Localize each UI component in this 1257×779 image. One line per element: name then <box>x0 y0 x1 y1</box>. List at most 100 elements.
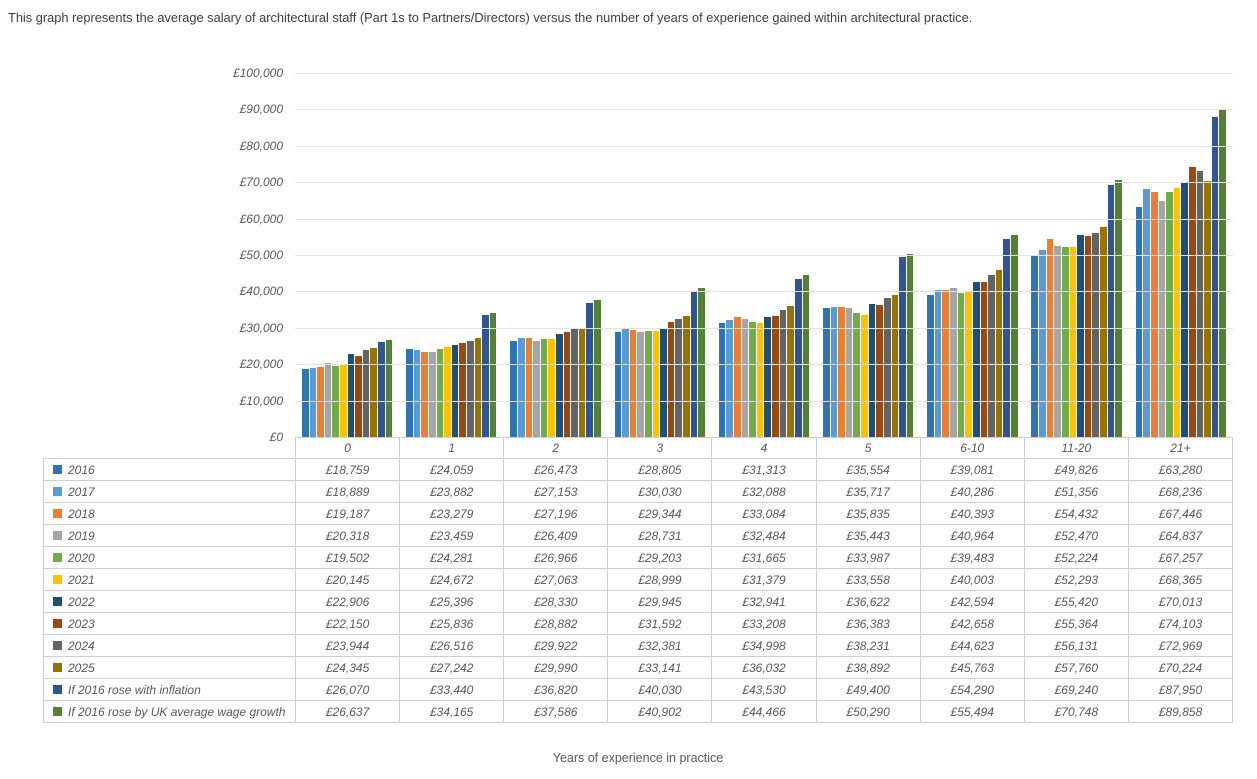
legend-label: If 2016 rose with inflation <box>68 682 201 697</box>
legend-swatch-icon <box>53 685 62 694</box>
bar-2025-11-20 <box>1099 226 1107 437</box>
value-cell-2024-5: £38,231 <box>815 634 921 657</box>
bar-2025-21 <box>1204 181 1211 437</box>
value-cell-2020-1: £24,281 <box>399 546 505 569</box>
bar-2016-5 <box>823 307 830 437</box>
bar-2019-4 <box>741 318 749 437</box>
bar-if-2016-rose-by-uk-average-wage-growth-2 <box>594 300 601 437</box>
bar-2020-4 <box>749 321 756 437</box>
legend-label: 2022 <box>68 594 95 609</box>
value-cell-if-2016-rose-by-uk-average-wage-growth-3: £40,902 <box>607 700 713 723</box>
value-cell-2023-3: £31,592 <box>607 612 713 635</box>
value-cell-if-2016-rose-with-inflation-4: £43,530 <box>711 678 817 701</box>
value-cell-2025-11-20: £57,760 <box>1023 656 1129 679</box>
bar-2020-0 <box>332 366 339 437</box>
value-cell-2024-2: £29,922 <box>503 634 609 657</box>
x-axis-title: Years of experience in practice <box>552 751 724 765</box>
value-cell-2025-4: £36,032 <box>711 656 817 679</box>
value-cell-2017-2: £27,153 <box>503 480 609 503</box>
legend-cell-2022: 2022 <box>43 590 296 613</box>
value-cell-2023-2: £28,882 <box>503 612 609 635</box>
value-cell-2024-3: £32,381 <box>607 634 713 657</box>
data-table-body: 0 1 2 3 4 5 6-10 11-20 21+ 2016 £18,759 £24,059 £26,… <box>43 437 1234 723</box>
legend-cell-2021: 2021 <box>43 568 296 591</box>
category-header-11-20: 11-20 <box>1023 437 1129 459</box>
value-cell-2019-6-10: £40,964 <box>919 524 1025 547</box>
bar-2019-11-20 <box>1054 246 1061 437</box>
value-cell-2023-5: £36,383 <box>815 612 921 635</box>
value-cell-2023-0: £22,150 <box>294 612 401 635</box>
value-cell-2022-2: £28,330 <box>503 590 609 613</box>
bar-if-2016-rose-with-inflation-21 <box>1211 116 1219 437</box>
value-cell-2016-3: £28,805 <box>607 458 713 481</box>
bar-2018-5 <box>838 306 845 437</box>
bar-2019-1 <box>429 351 436 437</box>
table-row-2019: 2019 £20,318 £23,459 £26,409 £28,731 £32,484 £… <box>43 524 1234 547</box>
bar-2017-6-10 <box>934 290 942 437</box>
legend-swatch-icon <box>53 465 62 474</box>
value-cell-2017-0: £18,889 <box>294 480 401 503</box>
bar-2022-6-10 <box>972 282 980 437</box>
bar-group-5 <box>816 73 920 437</box>
value-cell-2022-11-20: £55,420 <box>1023 590 1129 613</box>
value-cell-2025-6-10: £45,763 <box>919 656 1025 679</box>
value-cell-2019-0: £20,318 <box>294 524 401 547</box>
bar-2017-0 <box>309 368 317 437</box>
bar-if-2016-rose-by-uk-average-wage-growth-0 <box>385 340 393 437</box>
bar-group-1 <box>399 73 503 437</box>
bar-2021-6-10 <box>965 291 972 437</box>
category-header-1: 1 <box>399 437 505 459</box>
bar-if-2016-rose-by-uk-average-wage-growth-1 <box>489 312 497 437</box>
bar-2024-0 <box>362 349 370 437</box>
bar-2020-6-10 <box>957 293 965 437</box>
y-axis: £0 £10,000 £20,000 £30,000 £40,000 £50,000 £60… <box>0 66 283 444</box>
value-cell-2021-4: £31,379 <box>711 568 817 591</box>
legend-cell-if-2016-rose-by-uk-average-wage-growth: If 2016 rose by UK average wage growth <box>43 700 296 723</box>
legend-swatch-icon <box>53 487 62 496</box>
category-header-4: 4 <box>711 437 817 459</box>
bar-2018-3 <box>629 330 637 437</box>
value-cell-2020-11-20: £52,224 <box>1023 546 1129 569</box>
value-cell-2022-5: £36,622 <box>815 590 921 613</box>
bar-2018-6-10 <box>942 290 950 437</box>
table-row-2024: 2024 £23,944 £26,516 £29,922 £32,381 £34,998 £… <box>43 634 1234 657</box>
legend-cell-2019: 2019 <box>43 524 296 547</box>
bar-2023-11-20 <box>1084 235 1092 437</box>
table-corner-cell <box>44 438 296 459</box>
value-cell-2024-6-10: £44,623 <box>919 634 1025 657</box>
value-cell-2018-21: £67,446 <box>1127 502 1234 525</box>
bar-2017-5 <box>830 307 838 437</box>
value-cell-2025-5: £38,892 <box>815 656 921 679</box>
value-cell-if-2016-rose-by-uk-average-wage-growth-2: £37,586 <box>503 700 609 723</box>
bar-2022-1 <box>451 344 459 437</box>
table-row-2022: 2022 £22,906 £25,396 £28,330 £29,945 £32,941 £… <box>43 590 1234 613</box>
legend-cell-2017: 2017 <box>43 480 296 503</box>
bar-2020-11-20 <box>1061 246 1069 437</box>
value-cell-2022-4: £32,941 <box>711 590 817 613</box>
bar-2018-1 <box>421 352 428 437</box>
value-cell-2020-6-10: £39,483 <box>919 546 1025 569</box>
bar-2023-0 <box>355 356 362 437</box>
y-tick-label-20000: £20,000 <box>239 357 283 372</box>
legend-label: If 2016 rose by UK average wage growth <box>68 704 286 719</box>
value-cell-2018-0: £19,187 <box>294 502 401 525</box>
value-cell-2018-6-10: £40,393 <box>919 502 1025 525</box>
bar-if-2016-rose-by-uk-average-wage-growth-5 <box>906 253 914 437</box>
legend-label: 2016 <box>68 462 95 477</box>
y-tick-label-80000: £80,000 <box>239 138 283 153</box>
value-cell-if-2016-rose-by-uk-average-wage-growth-6-10: £55,494 <box>919 700 1025 723</box>
bar-2025-2 <box>578 327 586 437</box>
value-cell-if-2016-rose-by-uk-average-wage-growth-5: £50,290 <box>815 700 921 723</box>
bar-2020-1 <box>436 348 444 437</box>
bar-2017-11-20 <box>1039 250 1046 437</box>
legend-swatch-icon <box>53 597 62 606</box>
bar-2016-2 <box>510 340 517 437</box>
bar-2016-4 <box>718 323 726 437</box>
bar-group-0 <box>295 73 399 437</box>
bar-if-2016-rose-with-inflation-5 <box>899 257 906 437</box>
value-cell-if-2016-rose-by-uk-average-wage-growth-1: £34,165 <box>399 700 505 723</box>
value-cell-2017-4: £32,088 <box>711 480 817 503</box>
bar-2022-5 <box>868 303 876 437</box>
value-cell-2019-11-20: £52,470 <box>1023 524 1129 547</box>
bar-2022-2 <box>556 333 563 437</box>
